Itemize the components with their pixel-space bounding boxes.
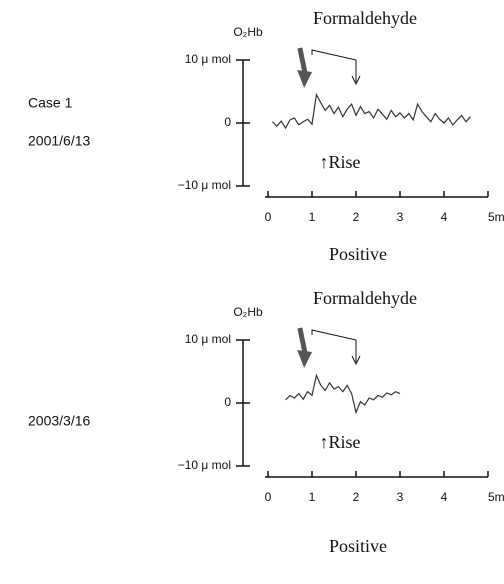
x-tick-label: 2 [353, 490, 360, 504]
o2hb-line [285, 373, 401, 415]
stimulus-arrow-head [297, 350, 313, 368]
date-label: 2003/3/16 [28, 413, 90, 429]
x-tick-label: 0 [265, 490, 272, 504]
y-tick-label: −10 μ mol [178, 458, 231, 472]
case-label: Case 1 [28, 95, 73, 111]
x-tick-label: 1 [309, 210, 316, 224]
x-tick-label: 5min [488, 210, 504, 224]
x-tick-label: 4 [441, 210, 448, 224]
chart-title: Formaldehyde [313, 288, 417, 308]
duration-bracket [311, 49, 357, 82]
x-tick-label: 3 [397, 490, 404, 504]
x-tick-label: 2 [353, 210, 360, 224]
x-tick-label: 0 [265, 210, 272, 224]
y-tick-label: 10 μ mol [185, 332, 231, 346]
y-axis-label: O₂Hb [233, 305, 263, 319]
y-tick-label: 0 [224, 115, 231, 129]
annotation: ↑Rise [319, 432, 360, 452]
stimulus-arrow-head [297, 70, 313, 88]
annotation: ↑Rise [319, 152, 360, 172]
duration-arrow-head [351, 75, 361, 86]
y-axis-label: O₂Hb [233, 25, 263, 39]
stimulus-arrow [297, 327, 308, 355]
x-axis-label: Positive [329, 244, 387, 264]
duration-arrow-head [351, 355, 361, 366]
stimulus-arrow [297, 47, 308, 75]
duration-bracket [311, 329, 357, 362]
x-tick-label: 5min [488, 490, 504, 504]
x-tick-label: 1 [309, 490, 316, 504]
y-tick-label: −10 μ mol [178, 178, 231, 192]
o2hb-line [271, 92, 471, 130]
x-tick-label: 4 [441, 490, 448, 504]
y-tick-label: 0 [224, 395, 231, 409]
y-tick-label: 10 μ mol [185, 52, 231, 66]
x-tick-label: 3 [397, 210, 404, 224]
date-label: 2001/6/13 [28, 133, 90, 149]
x-axis-label: Positive [329, 536, 387, 556]
chart-title: Formaldehyde [313, 8, 417, 28]
